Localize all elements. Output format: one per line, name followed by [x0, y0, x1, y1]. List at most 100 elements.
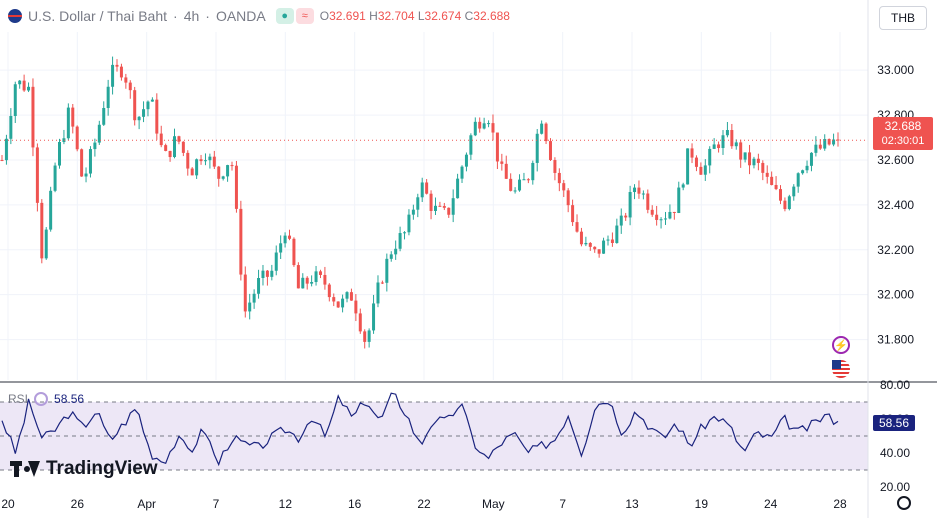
candle-body [584, 242, 588, 245]
candle-body [593, 246, 597, 250]
candlesticks [0, 56, 840, 349]
candle-body [805, 165, 809, 171]
candle-body [93, 142, 97, 150]
time-tick-label: 28 [833, 497, 847, 511]
candle-body [575, 222, 579, 232]
candle-body [823, 139, 827, 149]
candle-body [243, 274, 247, 312]
price-tick-label: 32.600 [877, 153, 914, 167]
candle-body [743, 152, 747, 160]
indicator-pills[interactable]: ● ≈ [275, 8, 314, 24]
candle-body [783, 200, 787, 210]
candle-body [765, 172, 769, 177]
price-tick-label: 32.000 [877, 288, 914, 302]
symbol-name[interactable]: U.S. Dollar / Thai Baht [28, 8, 168, 24]
time-tick-label: Apr [137, 497, 156, 511]
candle-body [535, 133, 539, 163]
candle-body [650, 209, 654, 215]
candle-body [734, 142, 738, 147]
candle-body [429, 193, 433, 211]
candle-body [739, 142, 743, 160]
candle-body [548, 141, 552, 161]
tradingview-logo-icon [10, 461, 40, 477]
candle-body [323, 274, 327, 285]
candle-body [509, 178, 513, 191]
candle-body [478, 121, 482, 129]
candle-body [345, 292, 349, 299]
time-tick-label: 7 [559, 497, 566, 511]
candle-body [97, 124, 101, 143]
candle-body [18, 80, 22, 85]
waves-icon[interactable]: ≈ [295, 8, 314, 24]
candle-body [111, 64, 115, 87]
candle-body [363, 331, 367, 342]
candle-body [615, 225, 619, 243]
rsi-label: RSI [8, 392, 29, 406]
candle-body [150, 99, 154, 102]
candle-body [712, 144, 716, 149]
candle-body [571, 205, 575, 223]
candle-body [292, 238, 296, 266]
candle-body [341, 298, 345, 308]
candle-body [792, 186, 796, 197]
price-tick-label: 32.200 [877, 243, 914, 257]
rsi-header: RSI 58.56 [8, 392, 84, 406]
candle-body [217, 166, 221, 179]
candle-body [212, 156, 216, 167]
candle-body [544, 123, 548, 142]
bar-countdown: 02:30:01 [881, 134, 925, 147]
candle-body [186, 152, 190, 169]
candle-body [265, 270, 269, 277]
candle-body [62, 138, 66, 143]
candle-body [438, 205, 442, 207]
candle-body [137, 116, 141, 121]
interval[interactable]: 4h [183, 8, 200, 24]
rsi-settings-icon[interactable] [34, 392, 49, 406]
candle-body [274, 252, 278, 271]
candle-body [40, 202, 44, 259]
candle-body [58, 142, 62, 166]
candle-body [133, 90, 137, 121]
candle-body [270, 270, 274, 277]
candle-body [119, 66, 123, 78]
candle-body [248, 302, 252, 312]
candle-body [234, 165, 238, 209]
candle-body [389, 254, 393, 259]
rsi-line [1, 392, 839, 467]
candle-body [164, 145, 168, 151]
candle-body [633, 187, 637, 193]
candle-body [168, 150, 172, 158]
candle-body [4, 138, 8, 161]
candle-body [531, 162, 535, 181]
lightning-icon[interactable]: ⚡ [832, 336, 850, 354]
candle-body [146, 101, 150, 110]
candle-body [752, 158, 756, 166]
candle-body [473, 121, 477, 136]
candle-body [770, 176, 774, 185]
separator: · [205, 8, 210, 24]
candle-body [80, 149, 84, 177]
settings-icon[interactable] [897, 496, 911, 510]
currency-selector[interactable]: THB [879, 6, 927, 30]
candle-body [376, 282, 380, 304]
candle-body [699, 166, 703, 175]
eye-icon[interactable]: ● [275, 8, 294, 24]
symbol-header: U.S. Dollar / Thai Baht · 4h · OANDA ● ≈… [8, 6, 510, 26]
candle-body [128, 82, 132, 91]
tradingview-logo[interactable]: TradingView [10, 458, 158, 480]
rsi-tick-label: 80.00 [880, 378, 910, 392]
candle-body [310, 282, 314, 284]
flag-icon [8, 9, 22, 23]
candle-body [124, 77, 128, 83]
candle-body [75, 126, 79, 150]
candle-body [725, 130, 729, 136]
candle-body [71, 107, 75, 127]
candle-body [283, 235, 287, 244]
candle-body [628, 192, 632, 218]
candle-body [809, 152, 813, 166]
candle-body [672, 211, 676, 214]
rsi-panel [0, 392, 868, 471]
candle-body [464, 154, 468, 167]
us-flag-icon[interactable] [832, 360, 850, 378]
